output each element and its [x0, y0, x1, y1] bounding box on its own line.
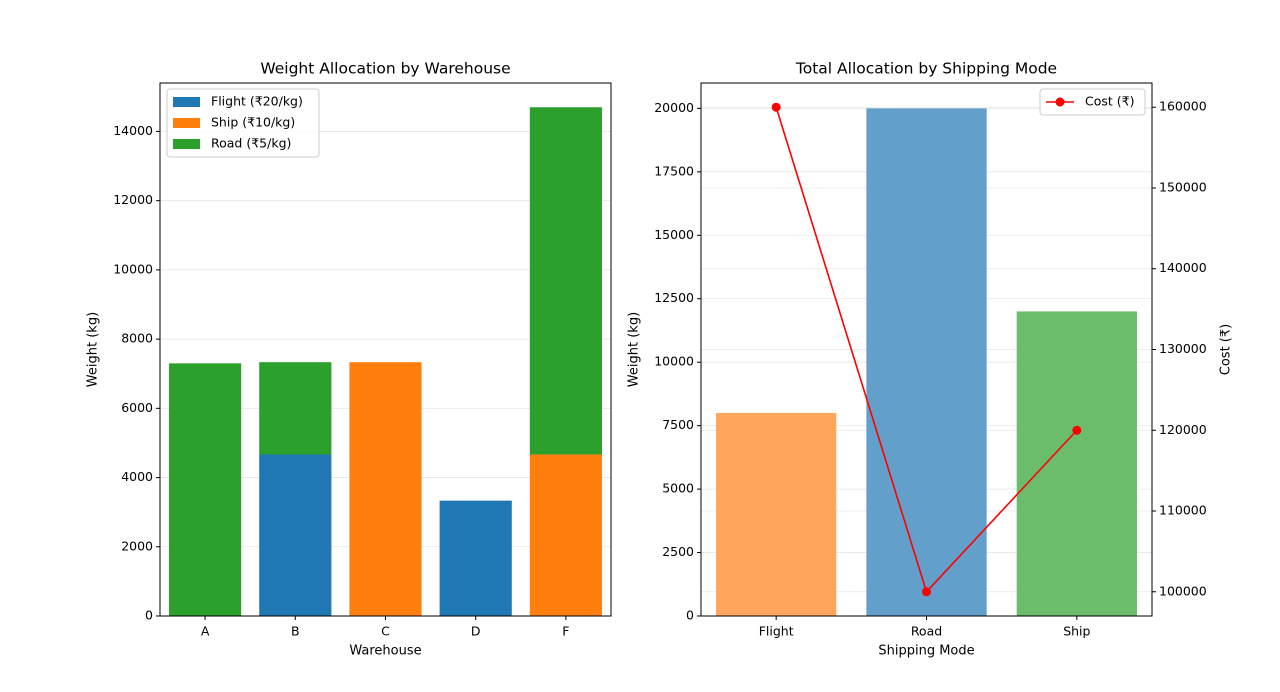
right-y2tick-label: 120000	[1159, 422, 1207, 437]
right-ytick-label: 17500	[654, 163, 694, 178]
left-xtick-label: C	[381, 624, 390, 639]
right-xtick-label: Ship	[1063, 624, 1090, 639]
right-ytick-label: 2500	[662, 544, 694, 559]
bar-d-series-0	[439, 500, 512, 616]
legend-cost-marker	[1055, 97, 1065, 107]
bar-b-series-2	[259, 362, 332, 455]
left-ytick-label: 8000	[121, 331, 153, 346]
bar-flight	[716, 412, 837, 616]
left-ytick-label: 10000	[113, 261, 153, 276]
right-chart-title: Total Allocation by Shipping Mode	[795, 60, 1057, 78]
left-ytick-label: 12000	[113, 192, 153, 207]
cost-point-flight	[771, 102, 781, 112]
bar-c-series-1	[349, 362, 422, 616]
left-ytick-label: 4000	[121, 469, 153, 484]
right-ytick-label: 12500	[654, 290, 694, 305]
left-chart-title: Weight Allocation by Warehouse	[260, 60, 510, 78]
right-y2tick-label: 150000	[1159, 179, 1207, 194]
left-y-axis-label: Weight (kg)	[86, 312, 101, 387]
left-ytick-label: 14000	[113, 123, 153, 138]
legend-swatch-1	[173, 118, 200, 128]
right-y-axis-label: Weight (kg)	[627, 312, 642, 387]
left-ytick-label: 0	[145, 608, 153, 623]
legend-cost-label: Cost (₹)	[1085, 94, 1134, 109]
legend-label-0: Flight (₹20/kg)	[211, 94, 303, 109]
left-ytick-label: 2000	[121, 538, 153, 553]
legend-swatch-2	[173, 139, 200, 149]
right-y2tick-label: 130000	[1159, 341, 1207, 356]
left-xtick-label: B	[291, 624, 300, 639]
bar-road	[866, 108, 987, 616]
legend-swatch-0	[173, 97, 200, 107]
bar-b-series-0	[259, 454, 332, 616]
right-xtick-label: Road	[911, 624, 942, 639]
right-ytick-label: 7500	[662, 417, 694, 432]
right-y2tick-label: 110000	[1159, 503, 1207, 518]
left-xtick-label: F	[562, 624, 569, 639]
right-ytick-label: 10000	[654, 354, 694, 369]
left-xtick-label: D	[471, 624, 481, 639]
bar-f-series-2	[529, 107, 602, 455]
legend-label-1: Ship (₹10/kg)	[211, 115, 295, 130]
right-y2tick-label: 100000	[1159, 583, 1207, 598]
left-legend-box	[166, 88, 320, 158]
left-x-axis-label: Warehouse	[349, 644, 421, 659]
cost-point-ship	[1072, 425, 1082, 435]
left-xtick-label: A	[201, 624, 210, 639]
cost-point-road	[922, 587, 931, 597]
right-xtick-label: Flight	[759, 624, 794, 639]
right-ytick-label: 5000	[662, 481, 694, 496]
left-ytick-label: 6000	[121, 400, 153, 415]
right-x-axis-label: Shipping Mode	[878, 644, 974, 659]
right-legend-box	[1039, 88, 1146, 116]
right-y2tick-label: 160000	[1159, 99, 1207, 114]
bar-a-series-2	[169, 363, 242, 616]
bar-f-series-1	[529, 454, 602, 616]
right-ytick-label: 20000	[654, 100, 694, 115]
right-y2tick-label: 140000	[1159, 260, 1207, 275]
bar-ship	[1016, 311, 1137, 616]
right-ytick-label: 0	[686, 608, 694, 623]
right-ytick-label: 15000	[654, 227, 694, 242]
legend-label-2: Road (₹5/kg)	[211, 136, 291, 151]
right-y2-axis-label: Cost (₹)	[1219, 324, 1234, 375]
